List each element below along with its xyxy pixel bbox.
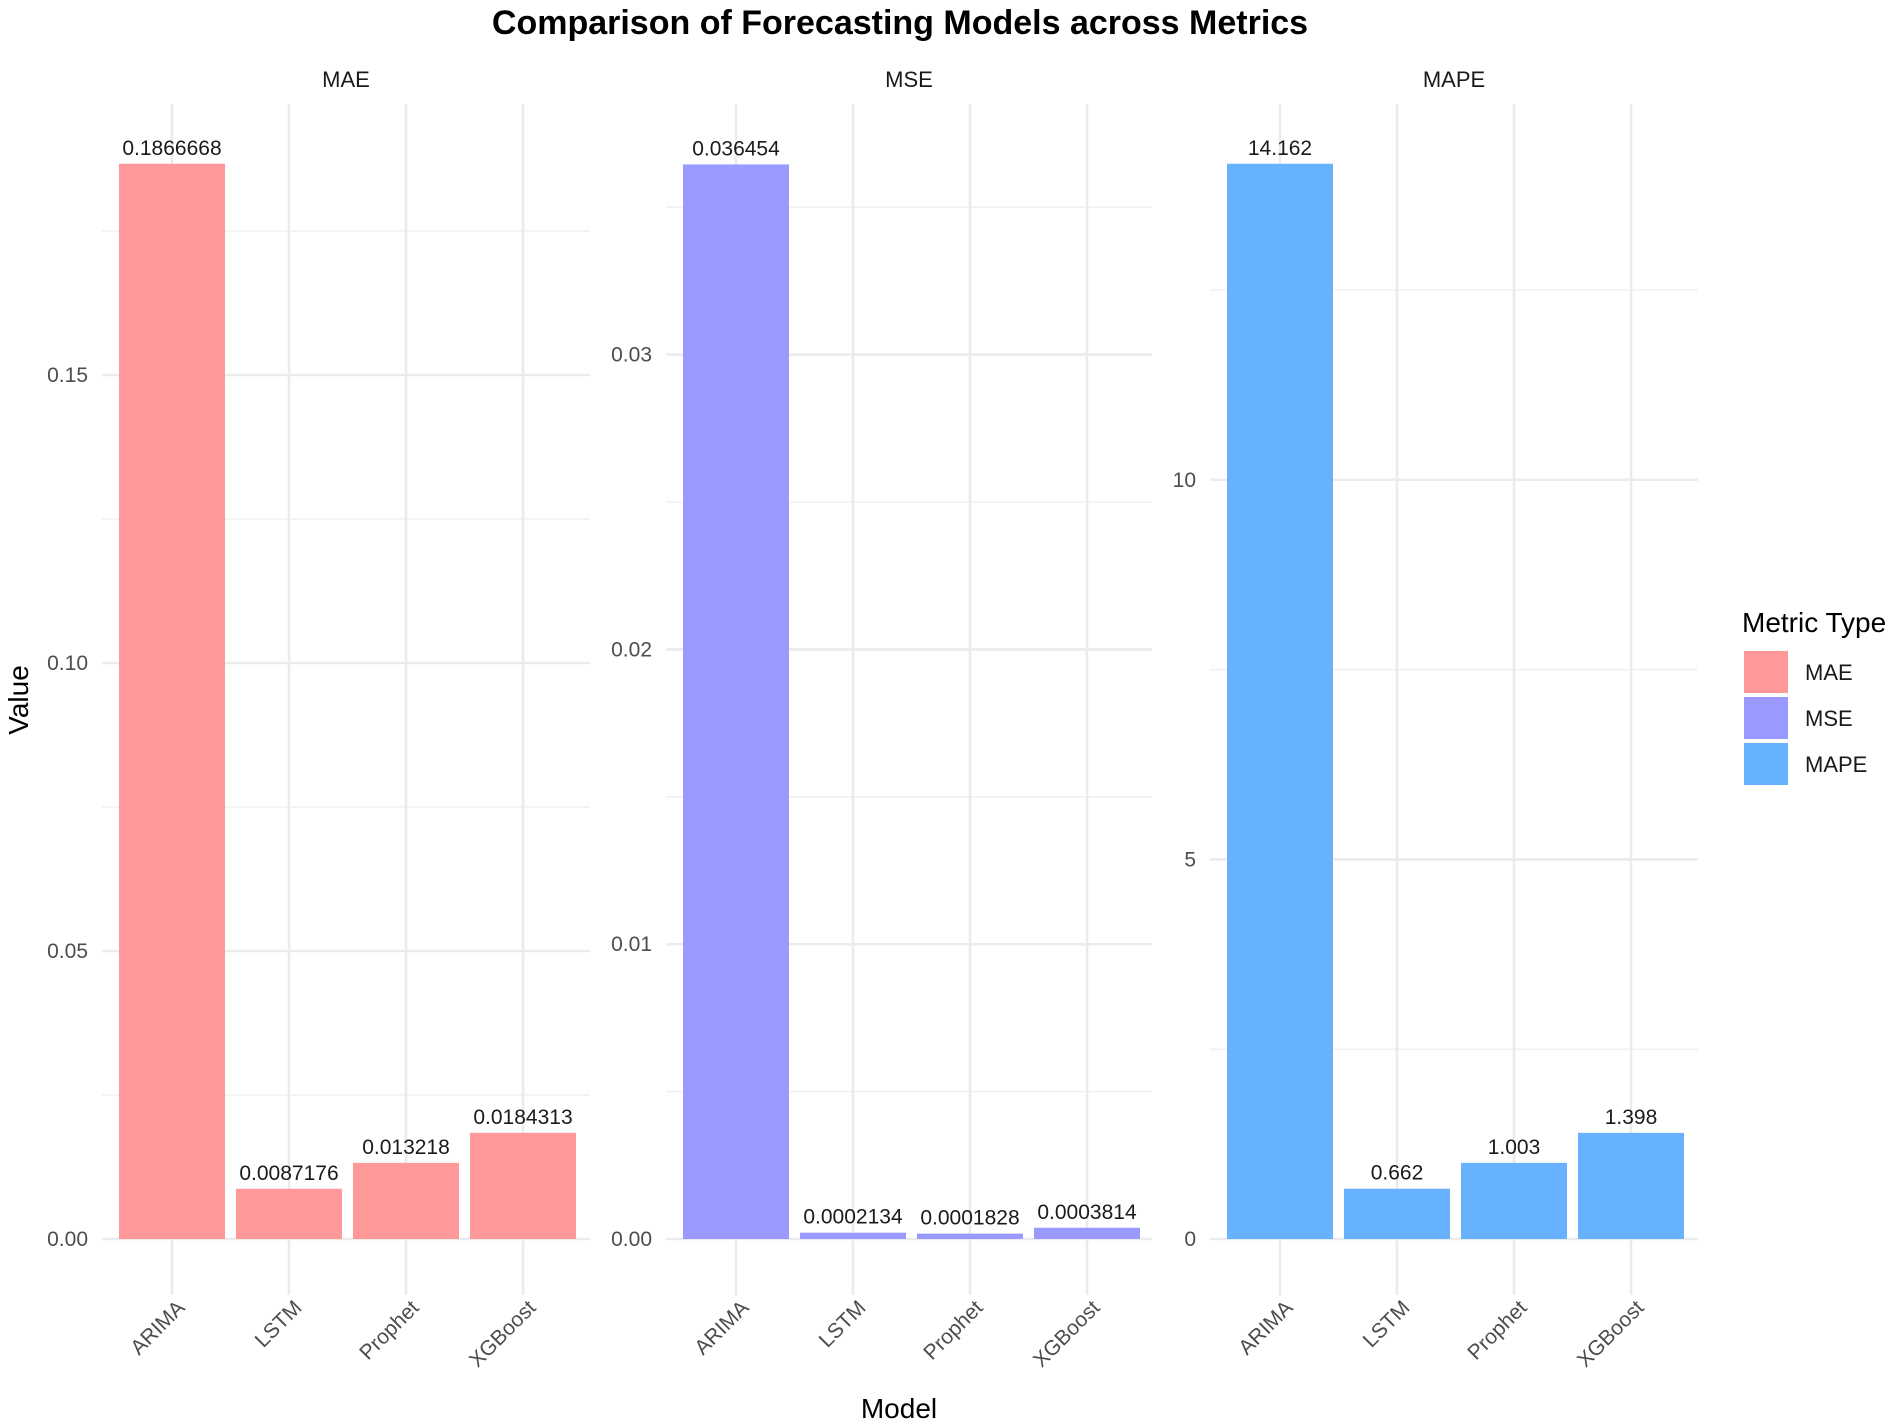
bar-value-label: 0.013218 — [362, 1136, 450, 1159]
facet-strip-label: MAPE — [1423, 67, 1485, 92]
bar-mape-prophet — [1461, 1162, 1567, 1239]
bar-mae-xgboost — [470, 1132, 576, 1239]
x-tick-label: XGBoost — [465, 1296, 541, 1372]
bar-mape-lstm — [1344, 1188, 1450, 1239]
bar-mae-prophet — [353, 1162, 459, 1239]
bar-value-label: 0.0003814 — [1037, 1201, 1137, 1224]
facet-strip-label: MSE — [885, 67, 933, 92]
legend-key-mse — [1744, 697, 1788, 739]
y-tick-label: 10 — [1173, 469, 1196, 492]
bar-value-label: 0.0087176 — [239, 1162, 338, 1185]
legend-key-mae — [1744, 651, 1788, 693]
y-tick-label: 0.00 — [47, 1228, 88, 1251]
y-tick-label: 5 — [1184, 848, 1196, 871]
y-tick-label: 0.01 — [611, 933, 652, 956]
y-tick-label: 0.10 — [47, 652, 88, 675]
y-tick-label: 0.02 — [611, 638, 652, 661]
legend-label: MSE — [1805, 706, 1853, 731]
y-tick-label: 0.05 — [47, 940, 88, 963]
y-tick-label: 0.15 — [47, 364, 88, 387]
bar-value-label: 1.003 — [1488, 1136, 1541, 1159]
legend-label: MAE — [1805, 660, 1853, 685]
x-tick-label: Prophet — [1463, 1296, 1531, 1364]
bar-value-label: 0.0002134 — [803, 1206, 903, 1229]
bar-value-label: 14.162 — [1248, 137, 1312, 160]
y-axis-title: Value — [3, 665, 34, 735]
y-tick-label: 0.03 — [611, 344, 652, 367]
facet-strip-label: MAE — [322, 67, 370, 92]
x-axis-title: Model — [861, 1393, 937, 1424]
chart-title: Comparison of Forecasting Models across … — [492, 4, 1308, 42]
bar-mse-xgboost — [1034, 1227, 1140, 1239]
bar-value-label: 0.0184313 — [473, 1106, 572, 1129]
x-tick-label: LSTM — [815, 1296, 871, 1352]
x-tick-label: XGBoost — [1573, 1296, 1649, 1372]
facet-panels: 0.00 0.05 0.10 0.15 0.1866668 0.0087176 0.0132… — [47, 67, 1698, 1372]
bar-mse-prophet — [917, 1233, 1023, 1239]
bar-mae-lstm — [236, 1188, 342, 1239]
legend-title: Metric Type — [1742, 607, 1886, 638]
bar-mse-lstm — [800, 1232, 906, 1239]
x-tick-label: ARIMA — [126, 1296, 189, 1359]
legend-key-mape — [1744, 743, 1788, 785]
x-tick-label: LSTM — [1359, 1296, 1415, 1352]
bar-mape-arima — [1227, 163, 1333, 1240]
x-tick-label: ARIMA — [1234, 1296, 1297, 1359]
bar-value-label: 0.1866668 — [122, 137, 221, 160]
legend: Metric Type MAE MSE MAPE — [1742, 607, 1886, 785]
bar-mae-arima — [119, 163, 225, 1240]
x-tick-label: Prophet — [355, 1296, 423, 1364]
facet-mse: 0.00 0.01 0.02 0.03 0.036454 0.0002134 0.00018… — [611, 67, 1152, 1372]
bar-mse-arima — [683, 164, 789, 1240]
x-tick-label: LSTM — [251, 1296, 307, 1352]
bar-value-label: 0.036454 — [692, 137, 780, 160]
bar-value-label: 1.398 — [1605, 1106, 1658, 1129]
facet-mae: 0.00 0.05 0.10 0.15 0.1866668 0.0087176 0.0132… — [47, 67, 590, 1372]
y-tick-label: 0 — [1184, 1228, 1196, 1251]
bar-value-label: 0.662 — [1371, 1162, 1424, 1185]
facet-mape: 0 5 10 14.162 0.662 1.003 1.398 MAPE ARIMA LSTM Pr… — [1173, 67, 1698, 1372]
bar-value-label: 0.0001828 — [920, 1207, 1019, 1230]
bar-mape-xgboost — [1578, 1132, 1684, 1239]
legend-label: MAPE — [1805, 752, 1867, 777]
y-tick-label: 0.00 — [611, 1228, 652, 1251]
x-tick-label: XGBoost — [1029, 1296, 1105, 1372]
x-tick-label: ARIMA — [690, 1296, 753, 1359]
x-tick-label: Prophet — [919, 1296, 987, 1364]
